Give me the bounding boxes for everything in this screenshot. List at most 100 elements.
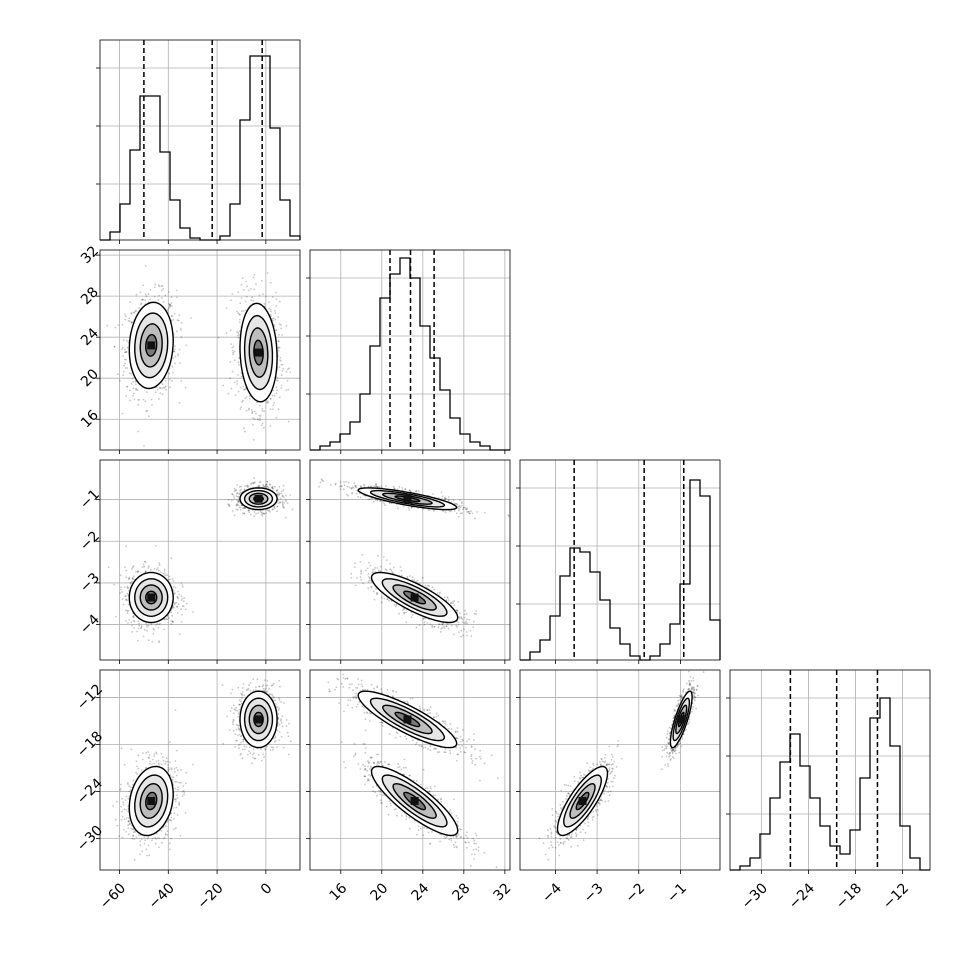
sample-point [360,572,362,575]
sample-point [278,346,281,349]
sample-point [243,512,246,515]
sample-point [466,634,468,637]
sample-point [446,623,449,626]
sample-point [260,279,263,282]
sample-point [147,293,150,295]
sample-point [130,372,133,375]
sample-point [373,590,375,593]
sample-point [160,289,163,292]
sample-point [180,620,183,623]
sample-point [279,356,282,359]
sample-point [359,576,362,578]
density-peak [410,593,419,602]
sample-point [284,516,287,519]
sample-point [135,388,138,391]
sample-point [140,625,143,627]
sample-point [272,408,274,410]
sample-point [259,415,262,417]
sample-point [138,624,141,627]
sample-point [236,508,239,511]
sample-point [455,609,458,612]
sample-point [156,388,159,391]
sample-point [446,596,449,599]
sample-point [144,561,147,563]
sample-point [258,484,261,487]
sample-point [367,485,370,488]
sample-point [152,632,155,635]
sample-point [459,499,461,501]
sample-point [343,484,346,487]
sample-point [376,567,379,569]
sample-point [184,608,187,611]
sample-point [263,410,265,413]
sample-point [375,588,377,590]
sample-point [237,334,239,337]
sample-point [475,610,477,612]
sample-point [240,387,243,389]
sample-point [353,566,356,568]
sample-point [140,302,143,305]
sample-point [257,418,260,421]
sample-point [262,293,264,296]
sample-point [415,626,418,629]
sample-point [168,302,171,305]
sample-point [231,510,234,512]
sample-point [129,389,131,392]
sample-point [245,409,248,412]
sample-point [178,314,181,317]
sample-point [259,404,261,407]
sample-point [169,386,171,389]
sample-point [253,481,256,484]
sample-point [454,502,457,505]
sample-point [158,398,160,400]
sample-point [287,420,290,423]
sample-point [371,568,374,571]
sample-point [177,603,180,605]
sample-point [172,371,175,374]
sample-point [440,491,443,494]
sample-point [166,574,168,577]
sample-point [126,386,129,388]
sample-point [132,578,135,581]
sample-point [386,598,389,600]
sample-point [450,510,453,512]
sample-point [177,353,179,355]
sample-point [253,511,256,513]
sample-point [475,613,477,615]
sample-point [246,484,249,487]
sample-point [161,387,164,390]
sample-point [273,394,276,397]
sample-point [172,357,175,359]
sample-point [404,488,407,490]
sample-point [281,503,284,506]
sample-point [246,285,248,288]
axes-frame [99,249,301,451]
sample-point [131,577,134,580]
sample-point [400,569,403,572]
sample-point [135,383,137,386]
sample-point [431,626,434,629]
sample-point [163,618,166,621]
sample-point [175,289,178,292]
sample-point [243,388,246,391]
sample-point [237,291,240,293]
sample-point [125,620,127,622]
sample-point [124,348,126,351]
sample-point [368,576,370,578]
sample-point [237,361,240,364]
sample-point [257,512,259,515]
sample-point [231,493,234,496]
sample-point [411,613,414,616]
sample-point [180,336,183,338]
sample-point [447,627,450,630]
sample-point [163,568,166,571]
sample-point [183,597,186,599]
sample-point [239,506,242,509]
sample-point [431,586,434,589]
sample-point [172,580,175,582]
sample-point [363,483,365,486]
sample-point [345,480,348,483]
sample-point [127,586,129,589]
sample-point [405,611,407,614]
sample-point [132,620,135,622]
